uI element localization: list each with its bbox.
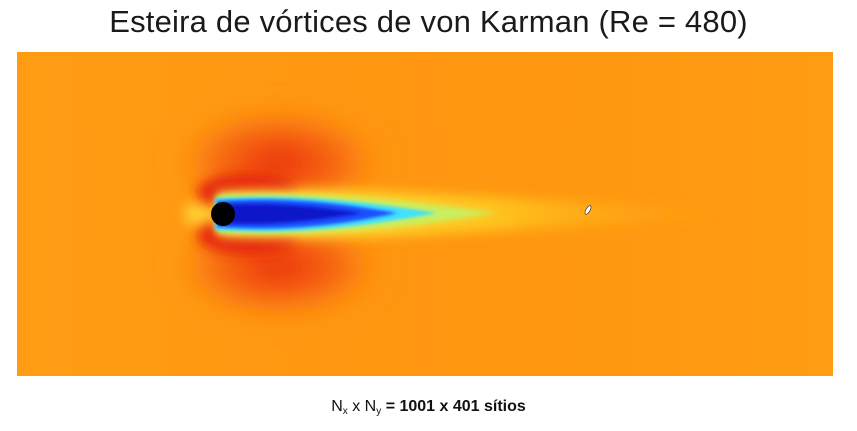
n-symbol-x: N [331,398,343,415]
tracer-particle [584,205,592,215]
x-subscript: x [342,406,348,417]
equals-symbol: = [385,398,396,415]
wake-core [222,204,362,224]
grid-size-value: 1001 x 401 sítios [399,398,526,415]
grid-size-caption: Nx x Ny = 1001 x 401 sítios [0,398,857,417]
figure-title: Esteira de vórtices de von Karman (Re = … [109,4,748,39]
flow-field-visualization [17,52,833,376]
n-symbol-y: N [364,398,377,415]
cylinder-obstacle [211,202,235,226]
times-symbol: x [352,398,361,415]
y-subscript: y [376,406,382,417]
flow-field-svg [17,52,833,376]
